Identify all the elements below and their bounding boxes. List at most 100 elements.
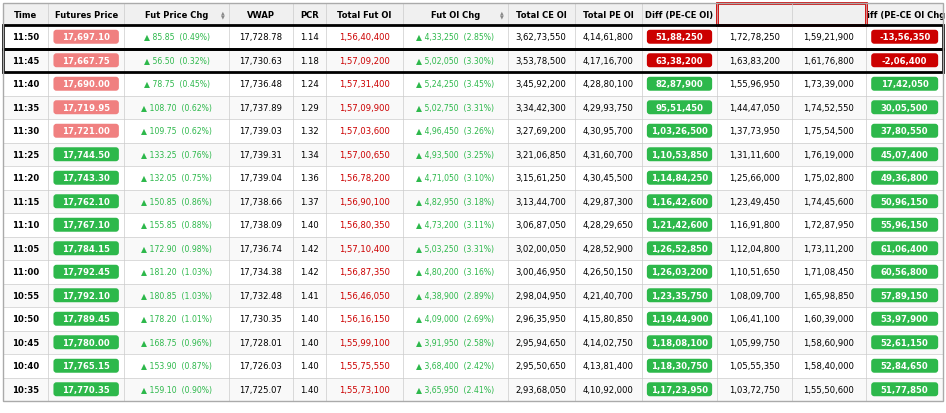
- Text: 17,737.89: 17,737.89: [239, 104, 283, 112]
- Text: ▲ 4,38,900  (2.89%): ▲ 4,38,900 (2.89%): [416, 291, 494, 300]
- Text: Diff (PE-CE OI Chg): Diff (PE-CE OI Chg): [860, 10, 946, 19]
- Bar: [3, 190, 943, 214]
- Bar: [717, 4, 867, 26]
- FancyBboxPatch shape: [53, 382, 119, 396]
- FancyBboxPatch shape: [53, 218, 119, 232]
- FancyBboxPatch shape: [871, 335, 938, 349]
- Text: ▲ 109.75  (0.62%): ▲ 109.75 (0.62%): [141, 127, 212, 136]
- Text: 17,743.30: 17,743.30: [62, 174, 110, 183]
- Text: 17,728.78: 17,728.78: [239, 33, 283, 42]
- Bar: [3, 26, 943, 50]
- Text: 1,72,87,950: 1,72,87,950: [803, 221, 854, 230]
- Text: 3,62,73,550: 3,62,73,550: [516, 33, 567, 42]
- Text: 1,26,03,200: 1,26,03,200: [651, 268, 708, 277]
- FancyBboxPatch shape: [647, 312, 712, 326]
- Text: 17,792.45: 17,792.45: [62, 268, 110, 277]
- Text: ▲ 4,93,500  (3.25%): ▲ 4,93,500 (3.25%): [416, 150, 494, 159]
- Text: 11:10: 11:10: [11, 221, 39, 230]
- Text: ▲ 78.75  (0.45%): ▲ 78.75 (0.45%): [144, 80, 210, 89]
- Text: 4,21,40,700: 4,21,40,700: [583, 291, 634, 300]
- Text: 1,58,40,000: 1,58,40,000: [803, 361, 854, 370]
- Text: 17,42,050: 17,42,050: [881, 80, 929, 89]
- Bar: [3, 331, 943, 354]
- Text: 11:45: 11:45: [11, 57, 39, 66]
- FancyBboxPatch shape: [647, 289, 712, 302]
- Bar: [3, 214, 943, 237]
- Text: 11:15: 11:15: [11, 197, 39, 206]
- FancyBboxPatch shape: [871, 171, 938, 185]
- Text: 1,75,02,800: 1,75,02,800: [803, 174, 854, 183]
- Text: 45,07,400: 45,07,400: [881, 150, 929, 159]
- Text: ▲ 4,82,950  (3.18%): ▲ 4,82,950 (3.18%): [416, 197, 495, 206]
- Text: 4,31,60,700: 4,31,60,700: [583, 150, 634, 159]
- Text: 11:05: 11:05: [11, 244, 39, 253]
- Text: 17,762.10: 17,762.10: [62, 197, 110, 206]
- Text: ▲ 159.10  (0.90%): ▲ 159.10 (0.90%): [141, 385, 212, 394]
- Text: 4,28,52,900: 4,28,52,900: [583, 244, 634, 253]
- Text: 17,739.31: 17,739.31: [239, 150, 282, 159]
- Text: Total Fut OI: Total Fut OI: [338, 10, 392, 19]
- Text: 1,63,83,200: 1,63,83,200: [728, 57, 780, 66]
- Text: ▲ 4,96,450  (3.26%): ▲ 4,96,450 (3.26%): [416, 127, 495, 136]
- Text: 1,73,11,200: 1,73,11,200: [803, 244, 854, 253]
- Text: ▲ 133.25  (0.76%): ▲ 133.25 (0.76%): [141, 150, 212, 159]
- Text: 3,02,00,050: 3,02,00,050: [516, 244, 567, 253]
- FancyBboxPatch shape: [871, 78, 938, 92]
- FancyBboxPatch shape: [871, 382, 938, 396]
- Text: ▲
▼: ▲ ▼: [499, 10, 503, 19]
- Text: 3,15,61,250: 3,15,61,250: [516, 174, 567, 183]
- Text: 17,744.50: 17,744.50: [62, 150, 110, 159]
- Bar: [3, 4, 943, 26]
- Text: 1,14,84,250: 1,14,84,250: [651, 174, 709, 183]
- Text: 4,10,92,000: 4,10,92,000: [583, 385, 634, 394]
- Text: 11:00: 11:00: [11, 268, 39, 277]
- Text: 57,89,150: 57,89,150: [881, 291, 929, 300]
- Text: 1,23,49,450: 1,23,49,450: [728, 197, 780, 206]
- Text: ▲ 178.20  (1.01%): ▲ 178.20 (1.01%): [141, 314, 212, 323]
- Text: 17,738.66: 17,738.66: [239, 197, 283, 206]
- Text: Diff (PE-CE OI): Diff (PE-CE OI): [645, 10, 713, 19]
- FancyBboxPatch shape: [53, 265, 119, 279]
- FancyBboxPatch shape: [647, 195, 712, 209]
- Text: 1,56,80,350: 1,56,80,350: [339, 221, 390, 230]
- Text: 4,13,81,400: 4,13,81,400: [583, 361, 634, 370]
- Text: 1,05,99,750: 1,05,99,750: [728, 338, 780, 347]
- Text: 11:50: 11:50: [11, 33, 39, 42]
- FancyBboxPatch shape: [53, 335, 119, 349]
- Text: 1,57,00,650: 1,57,00,650: [340, 150, 390, 159]
- FancyBboxPatch shape: [871, 265, 938, 279]
- Text: 17,770.35: 17,770.35: [62, 385, 110, 394]
- FancyBboxPatch shape: [647, 78, 712, 92]
- Text: 4,29,87,300: 4,29,87,300: [583, 197, 634, 206]
- FancyBboxPatch shape: [647, 101, 712, 115]
- Text: 1.37: 1.37: [300, 197, 319, 206]
- Text: 60,56,800: 60,56,800: [881, 268, 929, 277]
- Text: 1,10,53,850: 1,10,53,850: [651, 150, 708, 159]
- Text: 1,55,96,950: 1,55,96,950: [728, 80, 780, 89]
- Text: 1.29: 1.29: [300, 104, 319, 112]
- Text: Total PE OI Chg: Total PE OI Chg: [793, 10, 865, 19]
- Text: ▲ 132.05  (0.75%): ▲ 132.05 (0.75%): [141, 174, 212, 183]
- Text: 1,76,19,000: 1,76,19,000: [803, 150, 854, 159]
- Text: 11:25: 11:25: [11, 150, 39, 159]
- Text: 1.41: 1.41: [300, 291, 319, 300]
- Text: 37,80,550: 37,80,550: [881, 127, 929, 136]
- Text: 17,738.09: 17,738.09: [239, 221, 283, 230]
- FancyBboxPatch shape: [871, 312, 938, 326]
- Bar: [3, 96, 943, 120]
- Text: 4,17,16,700: 4,17,16,700: [583, 57, 634, 66]
- Text: -2,06,400: -2,06,400: [882, 57, 927, 66]
- Bar: [3, 354, 943, 377]
- FancyBboxPatch shape: [871, 124, 938, 138]
- Bar: [3, 50, 943, 73]
- Text: Fut Price Chg: Fut Price Chg: [145, 10, 208, 19]
- FancyBboxPatch shape: [53, 54, 119, 68]
- Text: 55,96,150: 55,96,150: [881, 221, 929, 230]
- Text: 1,72,78,250: 1,72,78,250: [728, 33, 780, 42]
- FancyBboxPatch shape: [871, 289, 938, 302]
- Text: ▲ 85.85  (0.49%): ▲ 85.85 (0.49%): [144, 33, 210, 42]
- Text: 1,59,21,900: 1,59,21,900: [803, 33, 854, 42]
- Text: 1,75,54,500: 1,75,54,500: [803, 127, 854, 136]
- FancyBboxPatch shape: [647, 359, 712, 373]
- Text: 11:40: 11:40: [11, 80, 39, 89]
